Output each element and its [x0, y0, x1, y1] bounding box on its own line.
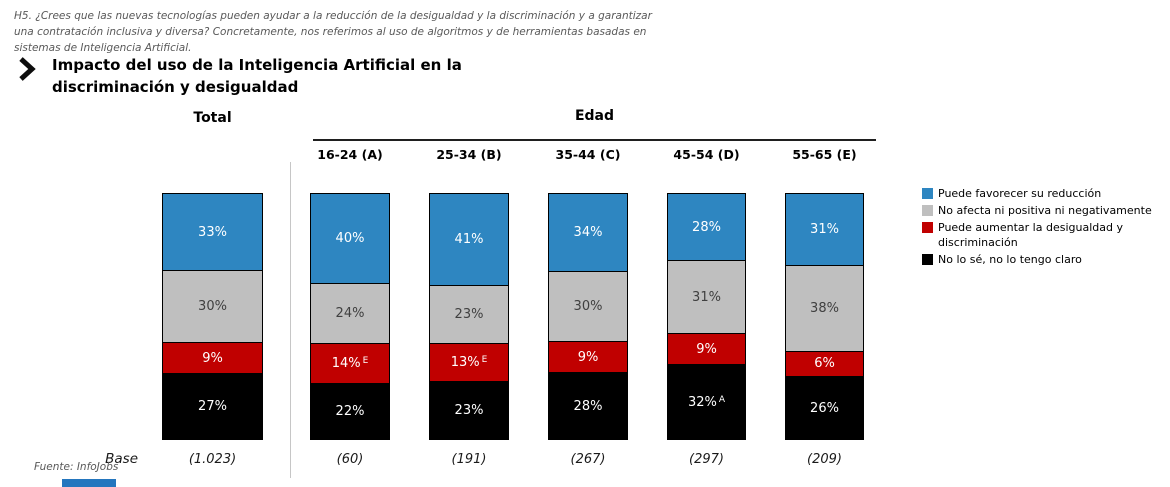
segment-value-label: 33%	[198, 224, 227, 240]
chart-legend: Puede favorecer su reducción No afecta ni…	[922, 186, 1170, 269]
bar-segment-no-lo: 32% A	[668, 364, 745, 439]
base-value-55-65-e: (209)	[807, 452, 842, 467]
age-column-header-25-34-b: 25-34 (B)	[436, 147, 502, 162]
segment-value-label: 23%	[454, 403, 484, 419]
segment-value-label: 27%	[198, 399, 227, 415]
significance-letter: A	[718, 394, 726, 405]
stacked-bar-25-34-b: 41% 23% 13% E 23%	[429, 193, 509, 440]
stacked-bar-35-44-c: 34% 30% 9% 28%	[548, 193, 628, 440]
legend-label: Puede aumentar la desigualdad y discrimi…	[938, 221, 1123, 249]
bar-segment-puede-aumentar: 9%	[668, 333, 745, 365]
age-column-header-16-24-a: 16-24 (A)	[317, 147, 383, 162]
footer-accent-bar	[62, 479, 116, 487]
bar-segment-no-lo: 26%	[786, 376, 863, 439]
stacked-bar-55-65-e: 31% 38% 6% 26%	[785, 193, 864, 440]
segment-value-label: 23%	[454, 306, 484, 322]
bar-segment-no-afecta: 24%	[311, 283, 389, 343]
bar-segment-no-lo: 28%	[549, 372, 627, 439]
survey-note-line: H5. ¿Crees que las nuevas tecnologías pu…	[14, 10, 652, 22]
legend-swatch-icon	[922, 222, 933, 233]
page-title: Impacto del uso de la Inteligencia Artif…	[52, 54, 462, 98]
bar-segment-puede-favorecer: 33%	[163, 194, 262, 271]
significance-letter: E	[362, 355, 369, 366]
age-column-header-55-65-e: 55-65 (E)	[792, 147, 857, 162]
survey-note-line: sistemas de Inteligencia Artificial.	[14, 42, 192, 54]
segment-value-label: 30%	[198, 299, 227, 315]
bar-segment-no-afecta: 38%	[786, 265, 863, 351]
age-column-header-45-54-d: 45-54 (D)	[673, 147, 740, 162]
legend-label: No lo sé, no lo tengo claro	[938, 253, 1082, 266]
age-column-header-35-44-c: 35-44 (C)	[555, 147, 621, 162]
chevron-right-icon	[18, 57, 36, 81]
segment-value-label: 9%	[696, 341, 717, 357]
segment-value-label: 31%	[810, 222, 839, 238]
legend-swatch-icon	[922, 254, 933, 265]
source-attribution: Fuente: InfoJobs	[34, 461, 119, 473]
legend-item: No lo sé, no lo tengo claro	[922, 252, 1170, 267]
bar-segment-no-lo: 22%	[311, 383, 389, 439]
bar-segment-puede-favorecer: 31%	[786, 194, 863, 266]
page-title-line: Impacto del uso de la Inteligencia Artif…	[52, 56, 462, 74]
legend-item: No afecta ni positiva ni negativamente	[922, 203, 1170, 218]
segment-value-label: 13% E	[450, 354, 488, 370]
bar-segment-no-lo: 27%	[163, 373, 262, 439]
bar-segment-puede-favorecer: 40%	[311, 194, 389, 283]
total-edad-divider	[290, 162, 291, 478]
bar-segment-puede-aumentar: 9%	[549, 341, 627, 373]
bar-segment-puede-favorecer: 34%	[549, 194, 627, 271]
legend-item: Puede aumentar la desigualdad y discrimi…	[922, 220, 1170, 250]
base-value-25-34-b: (191)	[451, 452, 487, 467]
segment-value-label: 28%	[573, 398, 603, 414]
bar-segment-no-lo: 23%	[430, 381, 508, 440]
bar-segment-no-afecta: 23%	[430, 284, 508, 343]
base-value-total: (1.023)	[188, 452, 237, 467]
base-value-45-54-d: (297)	[689, 452, 724, 467]
segment-value-label: 28%	[692, 219, 721, 235]
segment-value-label: 24%	[335, 305, 365, 321]
bar-segment-puede-aumentar: 6%	[786, 350, 863, 377]
segment-value-label: 26%	[810, 400, 839, 416]
segment-value-label: 41%	[454, 231, 484, 247]
legend-label: Puede favorecer su reducción	[938, 187, 1102, 200]
bar-segment-puede-aumentar: 9%	[163, 341, 262, 374]
segment-value-label: 31%	[692, 289, 721, 305]
segment-value-label: 40%	[335, 231, 365, 246]
segment-value-label: 6%	[814, 356, 835, 372]
bar-segment-puede-aumentar: 14% E	[311, 342, 389, 384]
segment-value-label: 22%	[335, 404, 365, 420]
legend-swatch-icon	[922, 205, 933, 216]
stacked-bar-total: 33% 30% 9% 27%	[162, 193, 263, 440]
legend-swatch-icon	[922, 188, 933, 199]
segment-value-label: 9%	[202, 350, 223, 366]
stacked-bar-45-54-d: 28% 31% 9% 32% A	[667, 193, 746, 440]
edad-header-underline	[313, 139, 876, 141]
bar-segment-no-afecta: 30%	[549, 270, 627, 342]
segment-value-label: 34%	[573, 224, 603, 240]
bar-segment-puede-aumentar: 13% E	[430, 342, 508, 382]
survey-question-note: H5. ¿Crees que las nuevas tecnologías pu…	[14, 8, 652, 56]
segment-value-label: 38%	[810, 301, 839, 317]
total-column-header: Total	[193, 110, 232, 126]
base-row-label: Base	[105, 451, 138, 467]
edad-group-header: Edad	[574, 108, 615, 124]
bar-segment-puede-favorecer: 41%	[430, 194, 508, 285]
segment-value-label: 9%	[577, 349, 599, 365]
page-title-line: discriminación y desigualdad	[52, 78, 299, 96]
legend-label: No afecta ni positiva ni negativamente	[938, 204, 1152, 217]
base-value-35-44-c: (267)	[570, 452, 606, 467]
segment-value-label: 32% A	[687, 394, 726, 410]
bar-segment-puede-favorecer: 28%	[668, 194, 745, 261]
bar-segment-no-afecta: 31%	[668, 260, 745, 334]
segment-value-label: 30%	[573, 299, 603, 315]
legend-item: Puede favorecer su reducción	[922, 186, 1170, 201]
survey-note-line: una contratación inclusiva y diversa? Co…	[14, 26, 647, 38]
stacked-bar-16-24-a: 40% 24% 14% E 22%	[310, 193, 390, 440]
segment-value-label: 14% E	[331, 355, 369, 371]
significance-letter: E	[481, 354, 488, 365]
bar-segment-no-afecta: 30%	[163, 270, 262, 342]
base-value-16-24-a: (60)	[336, 452, 364, 467]
